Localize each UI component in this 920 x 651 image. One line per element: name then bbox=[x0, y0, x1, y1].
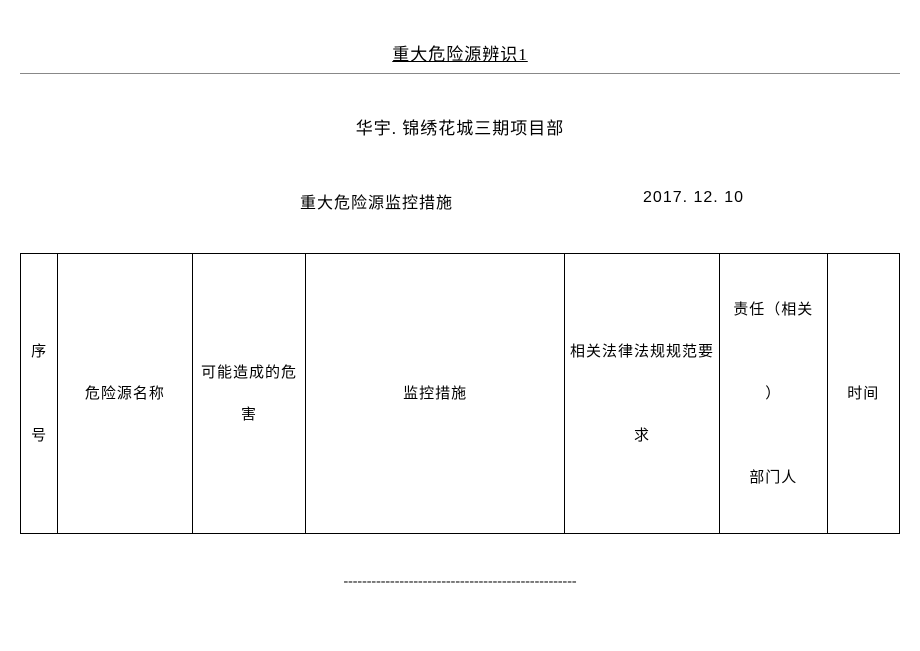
subtitle-date: 2017. 12. 10 bbox=[643, 189, 744, 213]
page-title: 重大危险源辨识1 bbox=[0, 0, 920, 65]
footer-dashes: ----------------------------------------… bbox=[0, 574, 920, 590]
col-header-law: 相关法律法规规范要求 bbox=[564, 254, 719, 534]
col-header-harm: 可能造成的危害 bbox=[192, 254, 306, 534]
subtitle-row: 重大危险源监控措施 2017. 12. 10 bbox=[0, 189, 920, 213]
header-rule bbox=[20, 73, 900, 74]
col-header-time: 时间 bbox=[827, 254, 899, 534]
col-header-name: 危险源名称 bbox=[58, 254, 192, 534]
col-header-measure: 监控措施 bbox=[306, 254, 565, 534]
subtitle-main: 重大危险源监控措施 bbox=[300, 189, 453, 213]
col-header-seq: 序号 bbox=[21, 254, 58, 534]
table-header-row: 序号 危险源名称 可能造成的危害 监控措施 相关法律法规规范要求 责任（相关）部… bbox=[21, 254, 900, 534]
project-name: 华宇. 锦绣花城三期项目部 bbox=[0, 114, 920, 139]
hazard-table: 序号 危险源名称 可能造成的危害 监控措施 相关法律法规规范要求 责任（相关）部… bbox=[20, 253, 900, 534]
col-header-resp: 责任（相关）部门人 bbox=[720, 254, 828, 534]
